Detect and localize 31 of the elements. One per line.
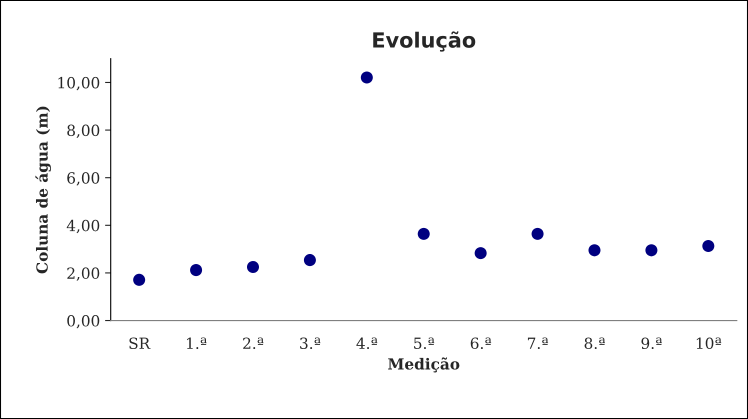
x-axis-title: Medição [388, 357, 460, 372]
point [418, 228, 430, 240]
x-tick-label: 9.ª [641, 337, 662, 350]
x-tick-label: 5.ª [414, 337, 434, 350]
point [702, 240, 714, 252]
y-tick-label: 2,00 [67, 267, 100, 281]
point [190, 264, 202, 276]
y-tick-label: 10,00 [58, 76, 100, 90]
y-tick-label: 6,00 [67, 172, 100, 186]
x-tick-label: 3.ª [300, 337, 320, 350]
y-axis-title: Coluna de água (m) [35, 106, 51, 274]
y-tick-label: 0,00 [67, 315, 100, 328]
x-tick-label: 7.ª [528, 337, 548, 350]
chart-title: Evolução [373, 31, 476, 52]
x-tick-label: 1.ª [187, 337, 207, 350]
point [304, 254, 316, 266]
point [474, 247, 487, 260]
point [246, 260, 260, 273]
y-tick-label: 8,00 [67, 124, 100, 138]
x-tick-label: 8.ª [584, 337, 605, 350]
x-tick-label: 6.ª [470, 337, 492, 350]
point [588, 244, 601, 256]
point [360, 71, 373, 84]
point [133, 274, 146, 286]
x-tick-label: 2.ª [243, 337, 264, 350]
x-tick-label: SR [129, 337, 151, 350]
x-tick-label: 10ª [696, 337, 722, 350]
x-tick-label: 4.ª [356, 337, 378, 350]
point [532, 228, 544, 240]
point [645, 244, 658, 256]
y-tick-label: 4,00 [66, 220, 100, 234]
